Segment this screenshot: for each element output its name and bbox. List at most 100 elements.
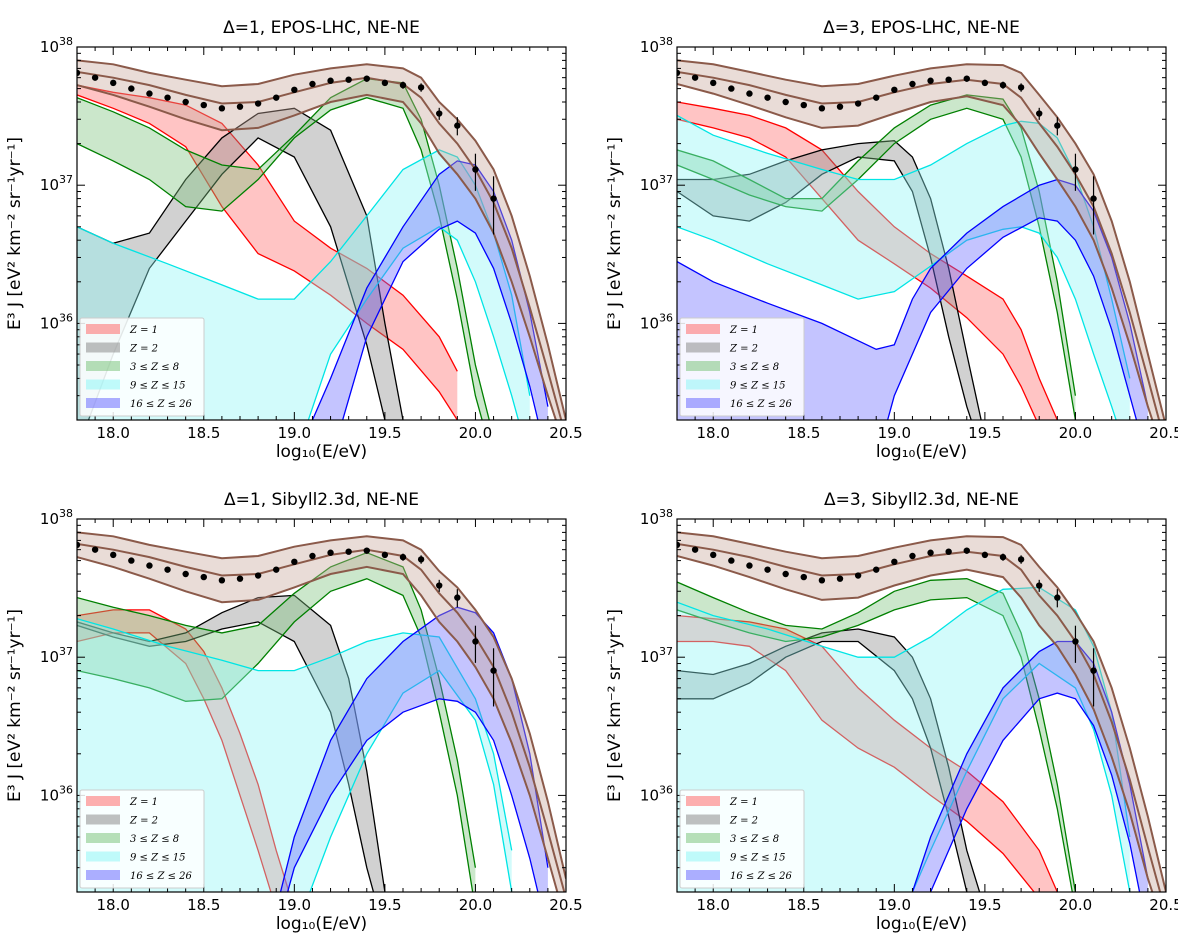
- data-point: [818, 105, 826, 112]
- x-tick-label: 19.5: [968, 896, 1001, 914]
- data-point: [818, 577, 826, 584]
- data-point: [746, 90, 753, 97]
- data-point: [91, 546, 99, 553]
- y-tick-base: 10: [640, 648, 659, 666]
- x-tick-label: 18.0: [97, 896, 130, 914]
- x-tick-label: 18.5: [787, 896, 820, 914]
- legend-swatch: [86, 851, 120, 862]
- y-tick-exponent: 36: [659, 783, 673, 796]
- data-point: [164, 566, 171, 573]
- y-tick-label: 1036: [40, 311, 73, 332]
- band-lower-series-2: [677, 596, 1073, 892]
- panel-title: Δ=3, EPOS-LHC, NE-NE: [823, 18, 1020, 38]
- band-upper-series-3: [677, 114, 1131, 379]
- legend-swatch: [86, 342, 120, 353]
- band-lower-series-5: [677, 83, 1154, 420]
- band-lower-series-1: [677, 156, 972, 420]
- legend-swatch: [86, 796, 120, 806]
- band-fill-series-1: [77, 108, 403, 420]
- band-lower-series-4: [886, 217, 1138, 420]
- y-axis-label: E³ J [eV² km⁻² sr⁻¹yr⁻¹]: [605, 137, 625, 330]
- band-fill-series-2: [77, 552, 476, 892]
- data-point: [363, 547, 370, 554]
- y-tick-base: 10: [40, 648, 59, 666]
- legend-swatch: [686, 833, 720, 843]
- data-point: [764, 566, 771, 573]
- band-upper-series-3: [77, 618, 513, 851]
- band-fill-series-5: [77, 532, 566, 892]
- data-point: [436, 582, 443, 589]
- y-axis-label: E³ J [eV² km⁻² sr⁻¹yr⁻¹]: [605, 609, 625, 802]
- band-lower-series-1: [87, 137, 386, 420]
- band-fill-series-5: [77, 60, 566, 420]
- data-point: [746, 562, 753, 569]
- panel-2: 18.0 18.5 19.0 19.5 20.0 20.5103610371038Δ=3,…: [605, 18, 1178, 462]
- data-point: [945, 548, 952, 555]
- y-tick-label: 1037: [40, 645, 73, 666]
- band-upper-series-0: [77, 84, 458, 372]
- data-point: [146, 562, 153, 569]
- legend-swatch: [686, 796, 720, 806]
- data-point: [472, 638, 479, 645]
- band-upper-series-0: [677, 614, 1058, 892]
- band-lower-series-5: [677, 555, 1154, 892]
- data-point: [1090, 195, 1097, 202]
- data-point: [1036, 110, 1043, 117]
- x-tick-label: 19.0: [278, 424, 311, 442]
- legend: Z = 1 Z = 2 3 ≤ Z ≤ 8 9 ≤ Z ≤ 15 16 ≤ Z ≤ 26: [679, 789, 805, 889]
- y-tick-exponent: 37: [659, 645, 673, 658]
- band-upper-series-5: [677, 531, 1166, 892]
- band-fill-series-2: [677, 578, 1076, 892]
- data-point: [345, 76, 352, 83]
- legend-label: 3 ≤ Z ≤ 8: [730, 362, 779, 373]
- plot-area: [77, 59, 566, 420]
- band-upper-series-2: [677, 94, 1077, 396]
- data-point: [764, 94, 771, 101]
- y-tick-base: 10: [40, 510, 59, 528]
- x-tick-label: 20.0: [1059, 424, 1092, 442]
- band-upper-series-5: [77, 531, 566, 879]
- legend-swatch: [686, 870, 720, 880]
- band-upper-series-1: [677, 628, 981, 892]
- data-point: [345, 548, 352, 555]
- legend-label: 3 ≤ Z ≤ 8: [730, 834, 779, 845]
- band-lower-series-0: [677, 640, 1035, 892]
- y-tick-label: 1038: [40, 35, 73, 56]
- legend-label: 16 ≤ Z ≤ 26: [730, 871, 793, 882]
- data-point: [909, 552, 916, 560]
- axes-frame: [76, 518, 567, 893]
- legend-swatch: [686, 342, 720, 353]
- band-upper-series-0: [77, 609, 290, 892]
- axes-frame: [676, 518, 1167, 893]
- x-ticks: [676, 47, 1167, 420]
- band-fill-series-0: [77, 85, 458, 420]
- legend-swatch: [86, 870, 120, 880]
- data-point: [782, 98, 789, 106]
- data-point: [1072, 638, 1079, 645]
- y-tick-exponent: 36: [59, 311, 73, 324]
- y-tick-base: 10: [640, 510, 659, 528]
- legend-label: 16 ≤ Z ≤ 26: [730, 399, 793, 410]
- x-tick-label: 19.5: [968, 424, 1001, 442]
- x-tick-label: 18.5: [787, 424, 820, 442]
- data-point: [927, 549, 934, 556]
- data-point: [218, 577, 226, 584]
- data-point: [710, 79, 717, 87]
- legend-swatch: [686, 851, 720, 862]
- x-tick-label: 18.5: [187, 896, 220, 914]
- x-tick-label: 20.0: [459, 896, 492, 914]
- legend-swatch: [86, 361, 120, 371]
- data-point: [1090, 667, 1097, 674]
- data-point: [472, 166, 479, 173]
- y-tick-base: 10: [40, 176, 59, 194]
- y-tick-exponent: 36: [59, 783, 73, 796]
- data-point: [1054, 122, 1061, 129]
- legend-swatch: [86, 379, 120, 390]
- y-tick-label: 1036: [40, 783, 73, 804]
- x-tick-label: 20.0: [459, 424, 492, 442]
- data-point: [999, 81, 1007, 89]
- data-point: [873, 566, 880, 573]
- data-point: [836, 103, 844, 110]
- y-tick-label: 1038: [40, 507, 73, 528]
- band-upper-series-1: [77, 107, 404, 420]
